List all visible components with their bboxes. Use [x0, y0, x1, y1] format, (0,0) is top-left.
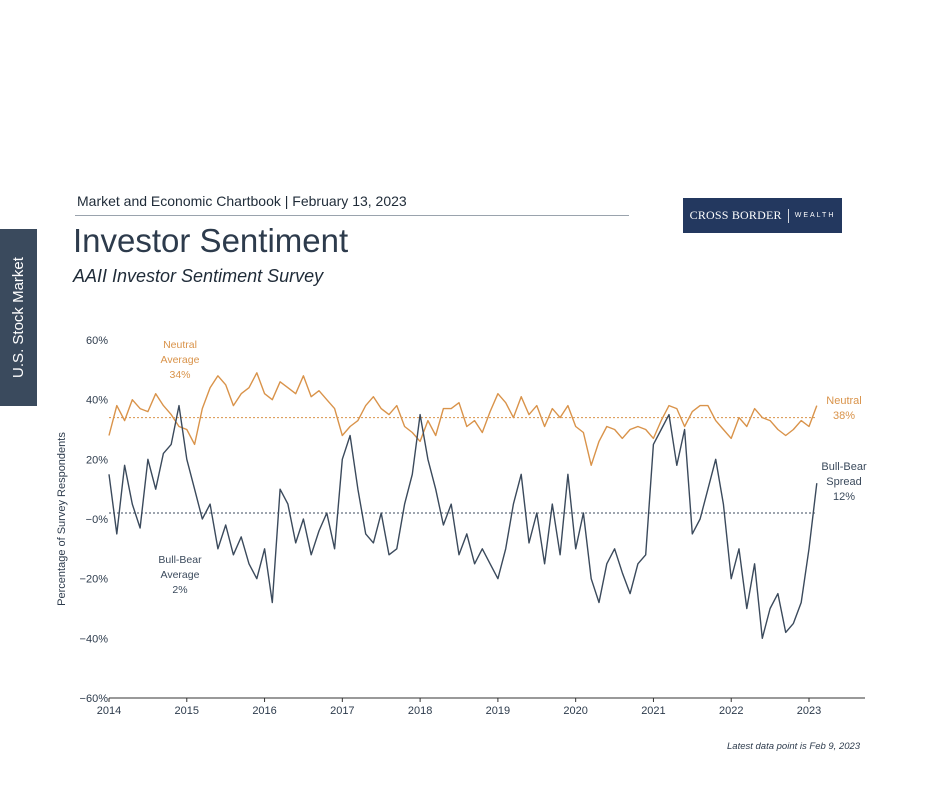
x-tick-label: 2015: [175, 705, 199, 717]
x-tick-label: 2020: [563, 705, 587, 717]
x-tick-label: 2018: [408, 705, 432, 717]
y-tick-label: −20%: [80, 574, 109, 586]
x-tick-label: 2021: [641, 705, 665, 717]
average-label: Bull-Bear: [158, 554, 202, 566]
average-label: Neutral: [163, 339, 197, 351]
y-tick-label: 20%: [86, 454, 108, 466]
x-tick-label: 2017: [330, 705, 354, 717]
average-label: 2%: [172, 584, 187, 596]
header-divider: [75, 215, 629, 216]
y-tick-label: 60%: [86, 335, 108, 347]
average-label: 34%: [169, 369, 190, 381]
x-tick-label: 2023: [797, 705, 821, 717]
bull-bear-spread-series-line: [108, 404, 818, 639]
x-tick-label: 2022: [719, 705, 743, 717]
y-axis-label: Percentage of Survey Respondents: [56, 432, 68, 606]
logo-separator: [787, 208, 789, 223]
section-tab[interactable]: U.S. Stock Market: [0, 229, 37, 406]
page-subtitle: AAII Investor Sentiment Survey: [73, 266, 324, 286]
series-end-label: 38%: [833, 410, 855, 422]
y-tick-label: 40%: [86, 395, 108, 407]
x-tick-label: 2019: [486, 705, 510, 717]
y-tick-label: −40%: [80, 633, 109, 645]
series-end-label: Bull-Bear: [821, 461, 867, 473]
brand-logo: CROSS BORDER WEALTH: [683, 198, 842, 233]
chartbook-header: Market and Economic Chartbook | February…: [77, 193, 407, 209]
average-label: Average: [161, 569, 200, 581]
x-tick-label: 2014: [97, 705, 121, 717]
logo-sub-text: WEALTH: [794, 212, 836, 219]
logo-main-text: CROSS BORDER: [689, 208, 782, 222]
series-end-label: Spread: [826, 476, 861, 488]
footnote: Latest data point is Feb 9, 2023: [727, 741, 861, 752]
neutral-series-line: [108, 372, 818, 466]
series-end-label: Neutral: [826, 395, 861, 407]
page-title: Investor Sentiment: [73, 222, 349, 259]
series-end-label: 12%: [833, 491, 855, 503]
average-label: Average: [161, 354, 200, 366]
y-tick-label: −0%: [86, 514, 109, 526]
x-tick-label: 2016: [252, 705, 276, 717]
y-tick-label: −60%: [80, 693, 109, 705]
